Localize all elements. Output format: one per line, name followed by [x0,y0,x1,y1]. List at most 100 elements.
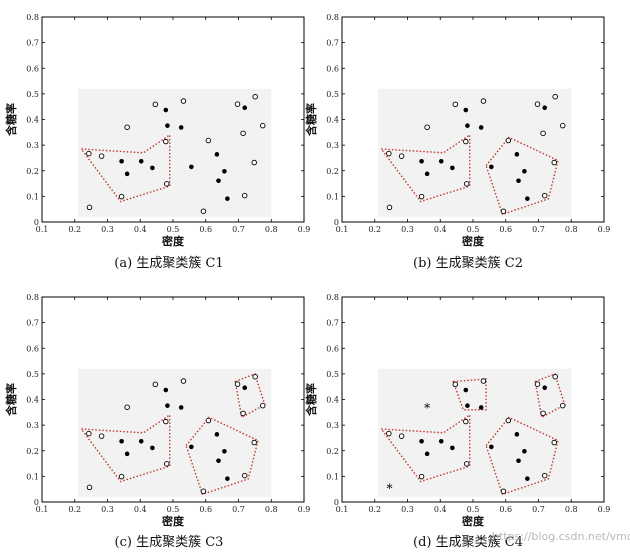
x-tick-label: 0.2 [68,225,81,234]
x-tick-label: 0.5 [467,505,480,514]
x-tick-label: 0.9 [298,505,311,514]
x-tick-label: 0.7 [232,505,245,514]
non-core-point [464,461,470,467]
non-core-point [205,137,212,144]
plot-background [78,88,272,217]
core-point [438,158,444,164]
non-core-point [234,101,241,107]
y-axis-label: 含糖率 [304,383,318,417]
core-point [450,165,455,171]
cluster-outline-1 [79,133,171,203]
non-core-point [552,93,558,100]
y-tick-label: 0.4 [26,396,39,405]
core-point [489,444,494,450]
non-core-point [86,430,92,437]
core-point [542,105,548,111]
x-tick-label: 0.1 [336,505,349,514]
non-core-point [541,192,548,199]
non-core-point [480,378,487,384]
non-core-point [500,208,507,214]
y-tick-label: 0.7 [326,39,339,48]
non-core-point [480,98,487,104]
non-core-point [398,433,405,439]
x-tick-label: 0.8 [565,505,578,514]
x-tick-label: 0.3 [101,225,114,234]
core-point [222,168,227,174]
core-point [542,385,548,391]
y-tick-label: 0.2 [26,447,39,456]
core-point [465,123,470,128]
core-point [242,105,248,111]
chart-panel-1: 0.1 0.2 0.3 0.4 0.5 0.6 0.7 0.8 0.900.10.20.30.4… [4,13,310,271]
non-core-point [552,373,558,380]
core-point [225,476,230,481]
non-core-point [118,473,125,480]
x-tick-label: 0.8 [265,225,278,234]
x-tick-label: 0.6 [499,225,512,234]
x-tick-label: 0.7 [532,505,545,514]
non-core-point [259,122,266,129]
non-core-point [164,461,170,467]
core-point [419,438,424,444]
non-core-point [424,124,430,130]
non-core-point [124,124,130,130]
plot-background [378,368,572,497]
y-tick-label: 0.7 [26,319,39,328]
non-core-point [505,137,512,144]
core-point [522,448,527,454]
chart-panel-3: 0.1 0.2 0.3 0.4 0.5 0.6 0.7 0.8 0.900.10.20.30.4… [4,293,310,550]
core-point [165,403,170,408]
core-point [138,438,144,444]
x-tick-label: 0.2 [368,225,381,234]
core-point [489,164,494,170]
non-core-point [418,193,425,200]
y-tick-label: 0.6 [26,64,39,73]
cluster-outline-1 [79,413,171,483]
x-tick-label: 0.8 [265,505,278,514]
x-tick-label: 0.3 [401,225,414,234]
x-tick-label: 0.5 [467,225,480,234]
core-point [516,178,521,184]
x-tick-label: 0.8 [565,225,578,234]
non-core-point [386,150,392,157]
non-core-point [505,417,512,424]
y-tick-label: 0.3 [26,141,39,150]
core-point [214,432,220,437]
x-tick-label: 0.6 [499,505,512,514]
y-tick-label: 0 [34,498,39,507]
non-core-point [386,204,393,211]
core-point [222,448,227,454]
non-core-point [252,93,258,100]
non-core-point [241,472,248,479]
x-axis-label: 密度 [462,234,485,248]
non-core-point [252,373,258,380]
y-tick-label: 0.5 [26,370,39,379]
core-point [163,387,169,393]
non-core-point [386,430,392,437]
outlier-point: * [386,481,392,495]
non-core-point [118,193,125,200]
non-core-point [240,130,246,137]
x-tick-label: 0.2 [68,505,81,514]
non-core-point [163,418,169,425]
non-core-point [500,488,507,494]
x-axis-label: 密度 [462,514,485,528]
y-tick-label: 0.4 [326,396,339,405]
x-tick-label: 0.9 [598,505,611,514]
non-core-point [152,101,159,108]
non-core-point [205,417,212,424]
cluster-outline-1 [379,413,471,483]
non-core-point [534,381,541,387]
non-core-point [234,381,241,387]
core-point [138,158,144,164]
x-tick-label: 0.3 [101,505,114,514]
core-point [525,196,530,201]
non-core-point [540,410,546,417]
y-tick-label: 0.8 [326,13,339,22]
y-tick-label: 0.1 [326,192,339,201]
core-point [216,178,221,184]
y-tick-label: 0.6 [326,64,339,73]
core-point [150,165,155,171]
non-core-point [152,381,159,388]
non-core-point [251,439,257,446]
